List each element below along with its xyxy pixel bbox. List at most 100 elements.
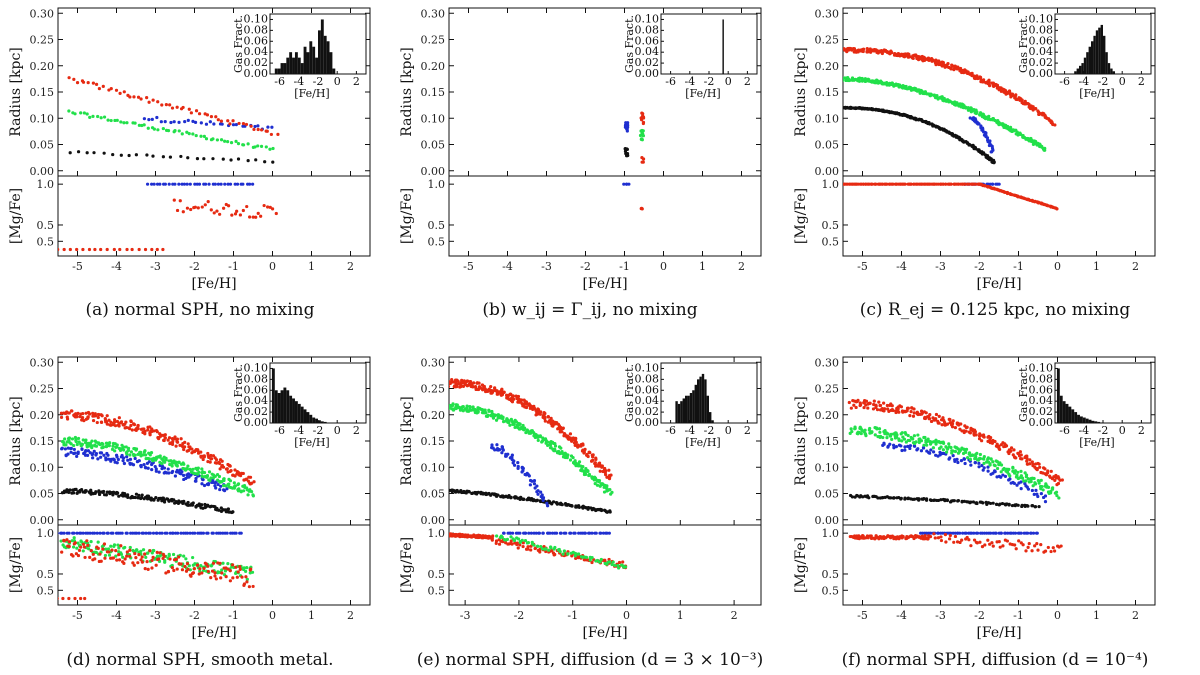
point-red <box>175 440 180 444</box>
mgfe-point-red <box>143 552 147 556</box>
point-blue <box>516 466 520 470</box>
y-axis-label-radius: Radius [kpc] <box>793 396 809 486</box>
point-green <box>540 440 544 444</box>
mgfe-point-red <box>158 551 162 555</box>
inset-x-label: [Fe/H] <box>294 87 329 100</box>
point-black <box>518 497 522 502</box>
point-red <box>202 454 206 458</box>
point-green <box>859 431 863 436</box>
point-red <box>957 67 961 71</box>
point-red <box>205 113 210 117</box>
x-tick-label: 2 <box>731 609 738 622</box>
histogram-bar <box>289 52 293 74</box>
point-green <box>964 447 969 451</box>
histogram-bar <box>329 52 333 74</box>
point-green <box>545 440 550 444</box>
histogram-bar <box>677 403 681 423</box>
point-red <box>609 473 613 477</box>
point-black <box>92 151 96 155</box>
point-green <box>1024 475 1028 479</box>
point-blue <box>220 122 224 126</box>
point-red <box>929 419 934 424</box>
mgfe-point-red <box>228 579 232 583</box>
point-black <box>476 490 480 494</box>
point-red <box>59 415 64 419</box>
mgfe-point-red <box>137 553 141 557</box>
mgfe-point-red <box>509 539 513 543</box>
point-green <box>538 434 542 439</box>
x-axis-label: [Fe/H] <box>582 276 627 292</box>
point-red <box>951 419 955 423</box>
point-black <box>126 493 130 497</box>
x-tick-label: -4 <box>111 609 122 622</box>
point-blue <box>953 459 957 464</box>
point-blue <box>1039 492 1043 496</box>
y-tick-label: 0.30 <box>815 7 840 20</box>
point-red <box>640 160 644 164</box>
point-blue <box>75 454 79 458</box>
point-green <box>471 405 475 409</box>
mgfe-point-green <box>71 545 76 549</box>
mgfe-point-red <box>115 558 119 562</box>
point-blue <box>1036 494 1040 499</box>
point-red <box>67 76 71 80</box>
mgfe-point-red <box>891 182 895 186</box>
point-red <box>531 407 535 411</box>
point-green <box>208 478 212 483</box>
histogram-bar <box>1095 30 1099 74</box>
point-red <box>163 436 167 440</box>
point-red <box>170 442 175 446</box>
point-red <box>1050 120 1054 124</box>
point-red <box>965 425 969 429</box>
mgfe-point-red <box>200 205 204 209</box>
point-blue <box>535 490 539 494</box>
x-tick-label: -1 <box>228 260 239 273</box>
point-blue <box>112 458 116 462</box>
point-black <box>127 153 131 158</box>
histogram-bar <box>694 384 697 423</box>
point-green <box>1012 128 1016 132</box>
mgfe-point-red <box>198 567 202 571</box>
point-blue <box>114 453 119 457</box>
mgfe-point-blue <box>223 182 227 186</box>
mgfe-point-red <box>224 575 228 579</box>
point-red <box>937 414 941 418</box>
point-red <box>122 90 126 94</box>
point-black <box>971 500 976 504</box>
point-red <box>981 78 986 82</box>
mgfe-point-green <box>573 551 578 556</box>
point-blue <box>163 120 167 124</box>
point-green <box>129 450 134 454</box>
point-red <box>1014 456 1018 460</box>
mgfe-point-red <box>234 565 238 569</box>
point-black <box>991 501 995 505</box>
point-red <box>229 468 233 473</box>
point-green <box>580 469 584 473</box>
point-black <box>97 492 102 497</box>
point-green <box>106 118 110 122</box>
point-red <box>508 392 513 396</box>
inset-x-tick-label: 0 <box>334 75 341 88</box>
point-green <box>81 438 85 442</box>
y-tick-label: 0.10 <box>30 461 55 474</box>
mgfe-point-blue <box>155 182 160 186</box>
point-blue <box>921 446 926 450</box>
y-tick-label: 0.30 <box>30 7 55 20</box>
point-green <box>888 434 893 438</box>
point-red <box>489 385 493 389</box>
mgfe-point-green <box>112 544 116 548</box>
point-blue <box>102 453 106 457</box>
mgfe-point-green <box>536 544 540 548</box>
point-green <box>70 437 75 441</box>
point-green <box>163 460 167 464</box>
point-red <box>187 107 191 111</box>
point-green <box>227 482 231 486</box>
histogram-bar <box>300 63 304 74</box>
mgfe-point-red <box>590 560 594 565</box>
y-tick-label: 0.05 <box>421 488 446 501</box>
point-red <box>878 403 883 408</box>
mgfe-point-red <box>111 556 115 560</box>
histogram-bar <box>277 393 281 423</box>
mgfe-point-green <box>89 540 93 544</box>
y-tick-label: 0.20 <box>30 409 55 422</box>
